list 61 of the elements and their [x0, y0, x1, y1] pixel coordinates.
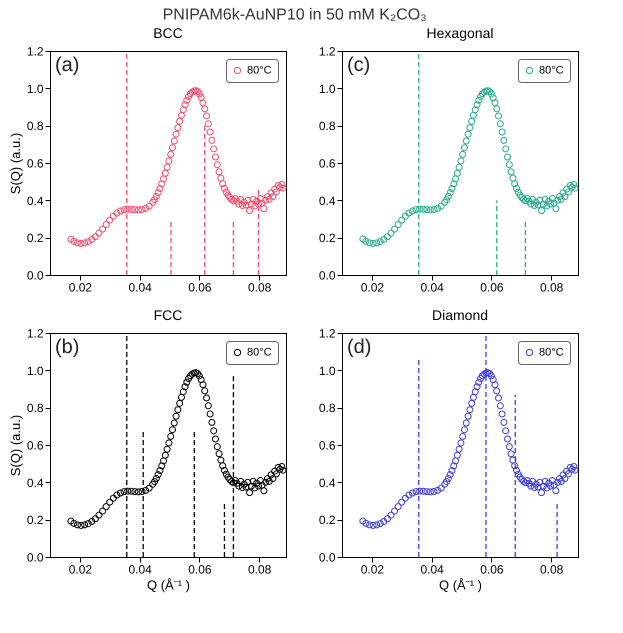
y-tick-label: 1.2 [318, 326, 336, 340]
y-tick-label: 0.4 [26, 194, 44, 208]
x-tick-label: 0.04 [420, 562, 444, 576]
y-tick-label: 0.0 [318, 268, 336, 282]
y-tick-label: 0.0 [318, 550, 336, 564]
legend-label: 80°C [539, 64, 564, 76]
x-tick-label: 0.02 [360, 562, 384, 576]
y-tick-label: 0.4 [26, 476, 44, 490]
y-tick-label: 0.4 [318, 194, 336, 208]
chart-title: Diamond [432, 307, 488, 323]
x-tick-label: 0.04 [128, 280, 152, 294]
x-tick-label: 0.08 [540, 280, 564, 294]
annotation: (a) [55, 54, 80, 76]
x-tick-label: 0.06 [188, 562, 212, 576]
y-tick-label: 0.2 [26, 231, 44, 246]
y-tick-label: 1.2 [26, 44, 44, 58]
x-axis-title: Q (Å⁻¹ ) [439, 578, 482, 592]
y-tick-label: 0.6 [318, 438, 336, 452]
y-tick-label: 0.8 [318, 401, 336, 416]
y-tick-label: 0.4 [318, 476, 336, 490]
x-tick-label: 0.06 [188, 280, 212, 294]
text: PNIPAM6k-AuNP10 in 50 mM K₂CO₃ [162, 6, 427, 24]
y-tick-label: 0.8 [26, 401, 44, 416]
x-tick-label: 0.04 [128, 562, 152, 576]
y-tick-label: 0.2 [26, 513, 44, 528]
y-tick-label: 0.0 [26, 550, 44, 564]
x-tick-label: 0.06 [480, 562, 504, 576]
y-tick-label: 1.2 [318, 44, 336, 58]
y-tick-label: 1.0 [26, 82, 44, 96]
x-tick-label: 0.02 [68, 562, 92, 576]
chart-title: BCC [153, 25, 183, 41]
x-tick-label: 0.02 [360, 280, 384, 294]
annotation: (b) [55, 336, 80, 358]
y-tick-label: 0.6 [318, 156, 336, 170]
y-axis-title: S(Q) (a.u.) [8, 414, 23, 476]
x-tick-label: 0.06 [480, 280, 504, 294]
y-tick-label: 1.0 [318, 364, 336, 378]
x-tick-label: 0.08 [248, 280, 272, 294]
y-tick-label: 0.6 [26, 156, 44, 170]
x-tick-label: 0.02 [68, 280, 92, 294]
annotation: (d) [347, 336, 372, 358]
y-tick-label: 1.0 [318, 82, 336, 96]
legend-label: 80°C [247, 64, 272, 76]
legend-label: 80°C [539, 346, 564, 358]
chart-title: Hexagonal [426, 25, 494, 41]
y-tick-label: 0.6 [26, 438, 44, 452]
x-tick-label: 0.08 [248, 562, 272, 576]
y-tick-label: 0.0 [26, 268, 44, 282]
y-tick-label: 1.0 [26, 364, 44, 378]
chart-title: FCC [154, 307, 182, 323]
y-tick-label: 0.2 [318, 513, 336, 528]
y-tick-label: 0.8 [318, 119, 336, 134]
annotation: (c) [347, 54, 370, 76]
x-tick-label: 0.08 [540, 562, 564, 576]
y-tick-label: 0.8 [26, 119, 44, 134]
y-axis-title: S(Q) (a.u.) [8, 132, 23, 194]
x-axis-title: Q (Å⁻¹ ) [147, 578, 190, 592]
x-tick-label: 0.04 [420, 280, 444, 294]
legend-label: 80°C [247, 346, 272, 358]
y-tick-label: 1.2 [26, 326, 44, 340]
y-tick-label: 0.2 [318, 231, 336, 246]
